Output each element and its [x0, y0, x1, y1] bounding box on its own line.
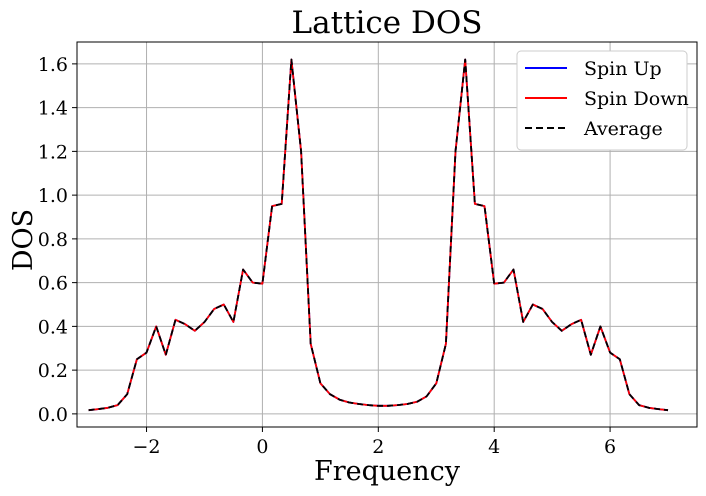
- x-tick-label: 6: [604, 436, 616, 458]
- legend-box: [516, 50, 688, 151]
- y-tick-label: 1.0: [38, 185, 68, 207]
- x-tick-label: −2: [133, 436, 161, 458]
- y-axis-label: DOS: [8, 209, 39, 271]
- y-tick-label: 1.4: [38, 98, 68, 120]
- y-tick-label: 0.2: [38, 360, 68, 382]
- x-axis-ticks: −2 0 2 4 6: [133, 427, 616, 458]
- x-tick-label: 4: [488, 436, 500, 458]
- legend: Spin Up Spin Down Average: [516, 50, 689, 151]
- y-axis-ticks: 0.0 0.2 0.4 0.6 0.8 1.0 1.2 1.4 1.6: [38, 54, 77, 426]
- legend-label-spin-down: Spin Down: [584, 88, 689, 110]
- y-tick-label: 0.4: [38, 316, 68, 338]
- y-tick-label: 1.2: [38, 141, 68, 163]
- plot-frame: [76, 41, 698, 428]
- y-tick-label: 1.6: [38, 54, 68, 76]
- x-tick-label: 0: [256, 436, 268, 458]
- legend-label-spin-up: Spin Up: [584, 58, 662, 80]
- legend-label-average: Average: [583, 118, 663, 140]
- y-tick-label: 0.0: [38, 404, 68, 426]
- grid-lines: [77, 42, 697, 427]
- y-tick-label: 0.8: [38, 229, 68, 251]
- x-tick-label: 2: [372, 436, 384, 458]
- series-line-average: [88, 58, 669, 412]
- series-layer: [88, 58, 669, 412]
- y-tick-label: 0.6: [38, 273, 68, 295]
- x-axis-label: Frequency: [314, 456, 461, 487]
- chart-title: Lattice DOS: [292, 5, 483, 41]
